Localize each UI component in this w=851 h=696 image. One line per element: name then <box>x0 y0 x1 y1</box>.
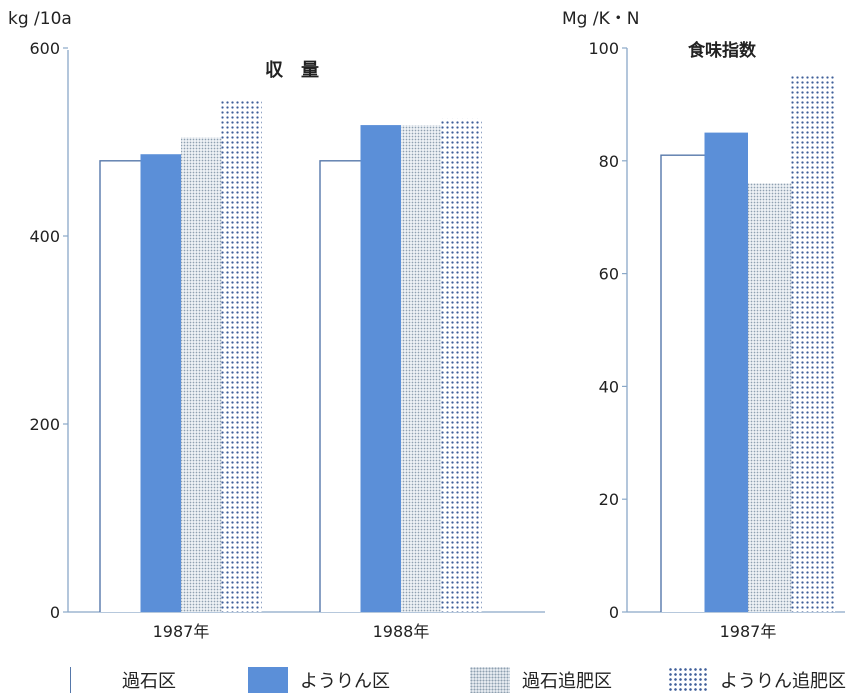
yield-chart: kg /10a 収 量 0 200 400 600 1987年 1988年 <box>8 9 545 641</box>
category-label: 1988年 <box>373 622 430 641</box>
legend-swatch-solid <box>248 667 288 693</box>
y-tick-label: 80 <box>599 152 619 171</box>
legend: 過石区 ようりん区 過石追肥区 ようりん追肥区 <box>70 666 851 694</box>
legend-label: ようりん追肥区 <box>720 671 846 692</box>
legend-label: 過石追肥区 <box>522 671 612 692</box>
bar-outline <box>99 160 141 612</box>
bar-plain <box>100 160 141 613</box>
bar-solid <box>140 154 181 612</box>
bar-plain <box>320 160 361 613</box>
bar-fine <box>181 137 222 613</box>
legend-item-kaseki-tsuihi: 過石追肥区 <box>470 666 612 694</box>
bar-coarse <box>221 99 262 612</box>
legend-item-kaseki: 過石区 <box>70 666 176 694</box>
bar-outline <box>660 154 705 612</box>
y-tick-label: 0 <box>609 603 619 622</box>
yield-chart-ylabel: kg /10a <box>8 9 72 29</box>
taste-index-chart-ylabel: Mg /K・N <box>562 9 639 29</box>
legend-swatch-plain <box>70 667 110 693</box>
bar-solid <box>704 132 748 612</box>
y-tick-label: 40 <box>599 377 619 396</box>
legend-label: ようりん区 <box>300 671 390 692</box>
taste-index-chart-title: 食味指数 <box>688 40 757 61</box>
y-tick-label: 600 <box>29 39 60 58</box>
legend-swatch-fine-dots <box>470 667 510 693</box>
bar-coarse <box>441 118 482 612</box>
bar-plain <box>661 155 705 612</box>
legend-item-yourin-tsuihi: ようりん追肥区 <box>668 666 846 694</box>
y-tick-label: 20 <box>599 490 619 509</box>
y-tick-label: 400 <box>29 227 60 246</box>
y-tick-label: 60 <box>599 265 619 284</box>
bar-outline <box>319 160 361 612</box>
bar-coarse <box>791 76 835 612</box>
category-label: 1987年 <box>720 622 777 641</box>
y-tick-label: 100 <box>588 39 619 58</box>
legend-label: 過石区 <box>122 671 176 692</box>
legend-swatch-coarse-dots <box>668 667 708 693</box>
bar-fine <box>401 125 442 612</box>
bar-solid <box>360 125 401 612</box>
yield-chart-title: 収 量 <box>265 59 319 81</box>
legend-item-yourin: ようりん区 <box>248 666 390 694</box>
bar-fine <box>748 183 792 613</box>
y-tick-label: 200 <box>29 415 60 434</box>
y-tick-label: 0 <box>50 603 60 622</box>
taste-index-chart: Mg /K・N 食味指数 0 20 40 60 80 100 1987年 <box>562 9 845 641</box>
category-label: 1987年 <box>153 622 210 641</box>
